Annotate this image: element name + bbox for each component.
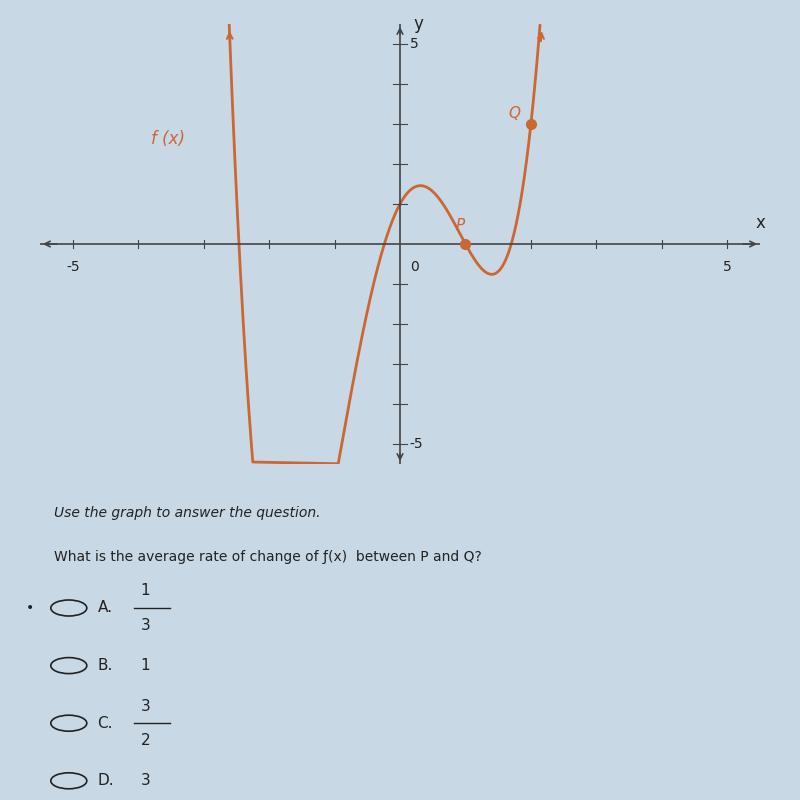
Text: -5: -5 [66,260,79,274]
Text: f (x): f (x) [151,130,186,148]
Text: D.: D. [98,774,114,788]
Text: What is the average rate of change of ƒ(x)  between P and Q?: What is the average rate of change of ƒ(… [54,550,482,565]
Text: 5: 5 [410,37,418,51]
Text: 3: 3 [141,774,150,788]
Text: y: y [413,15,423,33]
Text: 0: 0 [410,260,418,274]
Text: B.: B. [98,658,113,673]
Text: 1: 1 [141,583,150,598]
Text: A.: A. [98,601,113,615]
Text: 5: 5 [723,260,732,274]
Text: Q: Q [508,106,520,121]
Text: 2: 2 [141,733,150,748]
Text: 3: 3 [141,698,150,714]
Text: Use the graph to answer the question.: Use the graph to answer the question. [54,506,321,520]
Text: 1: 1 [141,658,150,673]
Text: C.: C. [98,716,113,730]
Text: x: x [755,214,765,232]
Text: 3: 3 [141,618,150,633]
Text: •: • [26,601,34,615]
Text: P: P [456,218,465,233]
Text: -5: -5 [410,437,423,451]
